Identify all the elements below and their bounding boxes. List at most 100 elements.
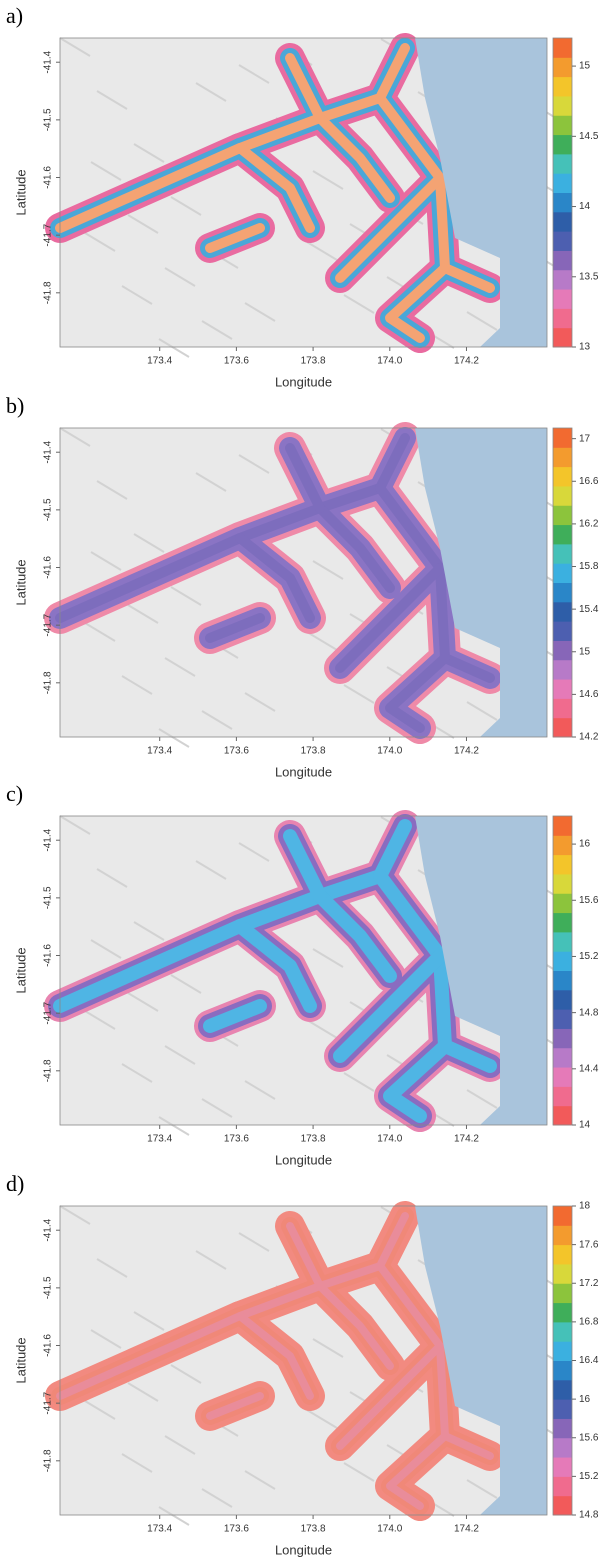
ridge [133,1311,165,1331]
y-axis-label: Latitude [13,559,28,605]
map [44,810,572,1136]
ridge [164,267,196,287]
x-tick-label: 173.4 [147,746,172,757]
field [56,1212,409,1400]
x-tick-label: 174.0 [377,746,402,757]
field [333,949,447,1063]
ridge [59,37,91,57]
ridge [127,604,159,624]
x-axis-label: Longitude [275,764,332,779]
colorbar-band [553,1379,572,1400]
colorbar-tick-label: 17.2 [579,1278,599,1289]
colorbar-tick-label: 16.4 [579,1355,599,1366]
sea [415,38,547,347]
ridge [306,241,338,261]
y-tick-label: -41.5 [43,108,54,131]
ridge [90,1329,122,1349]
ridge [158,338,190,358]
colorbar-band [553,76,572,97]
y-tick-label: -41.4 [43,440,54,463]
field [283,829,327,903]
colorbar-band [553,931,572,952]
colorbar-band [553,1399,572,1419]
ridge [121,1453,153,1473]
panel-label: d) [6,1171,24,1196]
ridge [96,1258,128,1278]
field [203,999,267,1033]
field [235,143,315,233]
field [285,443,325,513]
ridge [201,1098,233,1118]
colorbar-tick-label: 18 [579,1201,591,1212]
colorbar-band [553,308,572,329]
colorbar-band [553,659,572,680]
colorbar-band [553,1105,572,1126]
frame [59,427,548,738]
colorbar-frame [552,427,573,738]
y-tick-label: -41.6 [43,1334,54,1357]
ridge [84,1010,116,1030]
x-tick-label: 173.4 [147,1134,172,1145]
x-tick-label: 173.6 [224,1524,249,1535]
x-axis-label: Longitude [275,1542,332,1557]
colorbar-band [553,893,572,914]
colorbar-band [553,327,572,348]
colorbar-band [553,1283,572,1304]
ridge [238,64,270,84]
ridge [244,692,276,712]
x-tick-label: 173.6 [224,356,249,367]
colorbar-tick-label: 15 [579,61,591,72]
x-tick-label: 174.2 [454,1134,479,1145]
y-tick-label: -41.7 [43,613,54,636]
colorbar-tick-label: 15.6 [579,1432,599,1443]
ridge [312,1338,344,1358]
field [236,1312,314,1400]
colorbar-band [553,717,572,738]
colorbar-band [553,115,572,136]
ridge [164,1045,196,1065]
colorbar-tick-label: 15.2 [579,951,599,962]
ridge [170,196,202,216]
ridge [121,285,153,305]
colorbar-band [553,989,572,1010]
colorbar-tick-label: 14.8 [579,1007,599,1018]
colorbar-band [553,951,572,971]
field [335,563,445,673]
field [205,223,265,253]
ridge [238,454,270,474]
y-tick-label: -41.7 [43,1391,54,1414]
field [206,1392,264,1420]
x-axis-label: Longitude [275,374,332,389]
colorbar-band [553,289,572,309]
y-tick-label: -41.7 [43,223,54,246]
ridge [158,1506,190,1526]
ridge [244,302,276,322]
colorbar-band [553,816,572,836]
ridge [238,1232,270,1252]
colorbar-band [553,524,572,545]
colorbar-band [553,1476,572,1497]
colorbar-band [553,428,572,448]
sea [415,1206,547,1515]
colorbar-band [553,679,572,699]
colorbar-band [553,231,572,251]
ridge [195,82,227,102]
ridge [96,868,128,888]
ridge [121,675,153,695]
x-axis-label: Longitude [275,1152,332,1167]
ridge [312,170,344,190]
colorbar-band [553,601,572,622]
ridge [90,551,122,571]
colorbar-band [553,192,572,213]
field [373,869,497,1073]
colorbar-tick-label: 15.2 [579,1471,599,1482]
field [315,113,395,203]
colorbar-band [553,854,572,875]
frame [59,815,548,1126]
x-tick-label: 173.6 [224,1134,249,1145]
colorbar-band [553,543,572,564]
ridge [158,1116,190,1136]
map [44,422,572,748]
x-tick-label: 173.4 [147,356,172,367]
